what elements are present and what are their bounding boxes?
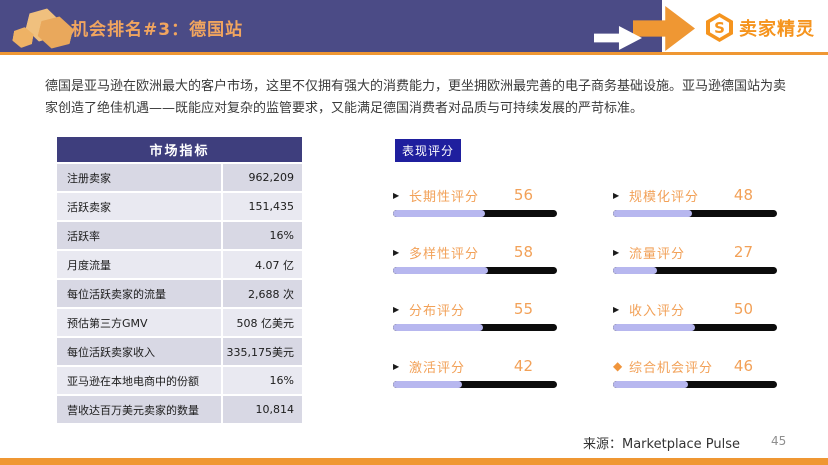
logo-text: 卖家精灵 [739, 18, 815, 40]
metric-label: 亚马逊在本地电商中的份额 [57, 367, 223, 394]
score-bar [613, 324, 777, 331]
metric-value: 16% [269, 229, 294, 242]
score-label: 收入评分 [629, 303, 686, 319]
score-bar-fill [393, 324, 484, 331]
score-bar [613, 381, 777, 388]
score-bar [613, 267, 777, 274]
sellersprite-logo: S 卖家精灵 [706, 13, 815, 42]
score-bar [393, 381, 557, 388]
metric-value: 2,688 次 [248, 287, 294, 301]
metric-value: 335,175美元 [226, 345, 295, 359]
bottom-accent-bar [0, 458, 828, 465]
triangle-bullet-icon: ▶ [393, 247, 400, 257]
performance-score-badge: 表现评分 [395, 139, 462, 162]
table-row: 亚马逊在本地电商中的份额 16% [57, 367, 302, 394]
score-label: 多样性评分 [409, 246, 480, 262]
score-item: ▶ 规模化评分 48 [613, 186, 777, 217]
triangle-bullet-icon: ▶ [393, 190, 400, 200]
market-table-body: 注册卖家 962,209 活跃卖家 151,435 活跃率 16% 月度流量 4.07 亿每位… [57, 164, 302, 423]
table-row: 月度流量 4.07 亿 [57, 251, 302, 278]
metric-value: 962,209 [248, 171, 295, 184]
score-value: 42 [513, 357, 533, 375]
score-value: 46 [733, 357, 753, 375]
intro-paragraph: 德国是亚马逊在欧洲最大的客户市场，这里不仅拥有强大的消费能力，更坐拥欧洲最完善的… [45, 79, 787, 116]
score-item: ▶ 分布评分 55 [393, 300, 557, 331]
header-bar [0, 0, 662, 52]
score-value: 50 [733, 300, 753, 318]
table-row: 每位活跃卖家收入 335,175美元 [57, 338, 302, 365]
table-row: 营收达百万美元卖家的数量 10,814 [57, 396, 302, 423]
table-row: 预估第三方GMV 508 亿美元 [57, 309, 302, 336]
score-bar [393, 210, 557, 217]
metric-value: 4.07 亿 [255, 258, 294, 272]
triangle-bullet-icon: ▶ [613, 247, 620, 257]
metric-label: 预估第三方GMV [57, 309, 223, 336]
score-bar-fill [393, 381, 462, 388]
score-value: 27 [733, 243, 753, 261]
score-bar-fill [393, 210, 485, 217]
metric-label: 注册卖家 [57, 164, 223, 191]
diamond-bullet-icon: ◆ [613, 359, 623, 373]
metric-label: 营收达百万美元卖家的数量 [57, 396, 223, 423]
score-item: ▶ 流量评分 27 [613, 243, 777, 274]
metric-value: 10,814 [255, 403, 295, 416]
score-label: 分布评分 [409, 303, 466, 319]
table-row: 注册卖家 962,209 [57, 164, 302, 191]
triangle-bullet-icon: ▶ [393, 361, 400, 371]
score-bar-fill [613, 324, 695, 331]
table-row: 活跃率 16% [57, 222, 302, 249]
score-bar-fill [613, 381, 689, 388]
score-item: ▶ 多样性评分 58 [393, 243, 557, 274]
table-row: 每位活跃卖家的流量 2,688 次 [57, 280, 302, 307]
score-grid: ▶ 长期性评分 56 ▶ 规模化评分 48 ▶ 多样性评分 58 ▶ 流量评分 27 ▶ 分布评分 55 ▶ 收… [393, 186, 777, 388]
score-label: 综合机会评分 [629, 360, 714, 376]
score-bar [613, 210, 777, 217]
metric-label: 活跃卖家 [57, 193, 223, 220]
market-metrics-table: 市场指标 注册卖家 962,209 活跃卖家 151,435 活跃率 16% 月度流量 4.0… [57, 137, 302, 425]
header-accent-line [0, 52, 828, 55]
score-item: ▶ 激活评分 42 [393, 357, 557, 388]
metric-value: 16% [269, 374, 294, 387]
score-bar-fill [613, 210, 692, 217]
score-value: 58 [513, 243, 533, 261]
triangle-bullet-icon: ▶ [613, 304, 620, 314]
metric-value: 508 亿美元 [236, 316, 295, 330]
source-text: 来源：Marketplace Pulse [583, 437, 741, 452]
metric-label: 每位活跃卖家收入 [57, 338, 223, 365]
score-label: 流量评分 [629, 246, 686, 262]
score-value: 56 [513, 186, 533, 204]
score-bar-fill [613, 267, 658, 274]
score-item: ◆ 综合机会评分 46 [613, 357, 777, 388]
score-label: 激活评分 [409, 360, 466, 376]
logo-hexagon-icon: S [706, 13, 733, 42]
metric-label: 每位活跃卖家的流量 [57, 280, 223, 307]
score-value: 55 [513, 300, 533, 318]
triangle-bullet-icon: ▶ [613, 190, 620, 200]
metric-label: 活跃率 [57, 222, 223, 249]
score-label: 长期性评分 [409, 189, 480, 205]
score-bar [393, 324, 557, 331]
triangle-bullet-icon: ▶ [393, 304, 400, 314]
metric-label: 月度流量 [57, 251, 223, 278]
page-title: 机会排名#3：德国站 [71, 20, 244, 40]
score-bar [393, 267, 557, 274]
score-item: ▶ 长期性评分 56 [393, 186, 557, 217]
score-item: ▶ 收入评分 50 [613, 300, 777, 331]
page-number: 45 [771, 434, 787, 448]
score-value: 48 [733, 186, 753, 204]
table-header: 市场指标 [57, 137, 302, 162]
score-bar-fill [393, 267, 489, 274]
table-row: 活跃卖家 151,435 [57, 193, 302, 220]
score-label: 规模化评分 [629, 189, 700, 205]
logo-letter: S [714, 18, 725, 37]
metric-value: 151,435 [248, 200, 295, 213]
